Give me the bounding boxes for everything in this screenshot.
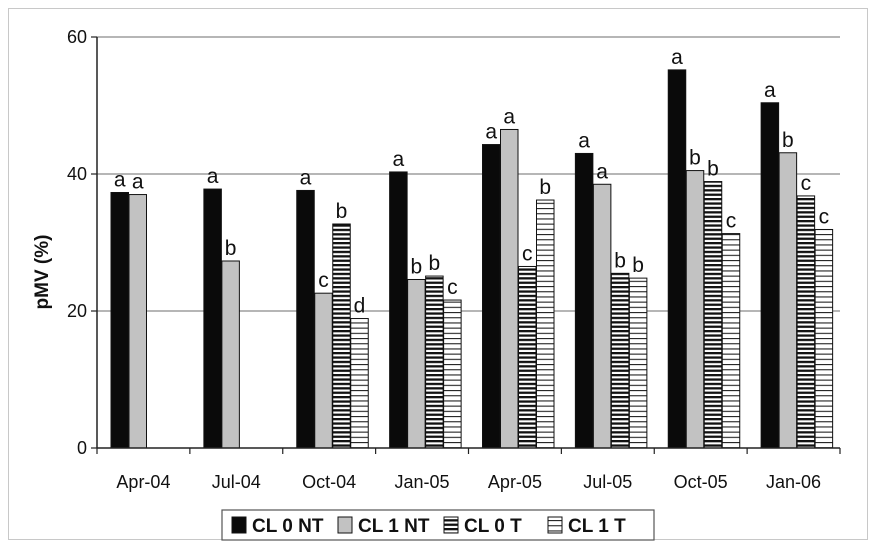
bar <box>778 152 798 449</box>
legend-swatch <box>231 516 247 534</box>
x-tick-label: Jul-04 <box>212 472 261 492</box>
x-tick-label: Apr-04 <box>116 472 170 492</box>
significance-label: a <box>132 171 144 194</box>
bar <box>814 228 834 449</box>
significance-label: c <box>801 172 812 195</box>
bar <box>500 128 519 449</box>
significance-label: c <box>447 276 458 299</box>
significance-label: a <box>393 148 405 171</box>
significance-label: a <box>503 105 515 128</box>
bar <box>221 260 240 449</box>
significance-label: c <box>819 205 830 228</box>
significance-label: a <box>578 129 590 152</box>
bar <box>760 102 780 449</box>
bar <box>610 272 630 449</box>
significance-label: a <box>485 121 497 144</box>
bar <box>443 299 462 449</box>
x-tick-label: Apr-05 <box>488 472 542 492</box>
x-tick-labels: Apr-04 Jul-04 Oct-04 Jan-05 Apr-05 Jul-05 Oct-… <box>116 472 821 492</box>
x-tick-label: Jul-05 <box>583 472 632 492</box>
y-tick-label: 20 <box>67 301 87 321</box>
legend-swatch <box>337 516 353 534</box>
legend-box <box>221 509 655 541</box>
significance-label: b <box>411 255 423 278</box>
significance-label: a <box>114 168 126 191</box>
bar <box>350 318 369 449</box>
significance-label: a <box>596 160 608 183</box>
x-tick-label: Jan-06 <box>766 472 821 492</box>
bar <box>721 233 741 449</box>
legend-label: CL 0 NT <box>252 516 324 537</box>
y-tick-label: 40 <box>67 164 87 184</box>
significance-label: c <box>726 210 737 233</box>
significance-label: a <box>764 79 776 102</box>
legend: CL 0 NT CL 1 NT CL 0 T CL 1 T <box>221 509 655 541</box>
x-tick-label: Oct-04 <box>302 472 356 492</box>
significance-label: b <box>539 176 551 199</box>
bar <box>389 171 408 449</box>
y-tick-label: 60 <box>67 27 87 47</box>
bar <box>296 189 315 449</box>
significance-label: b <box>429 252 441 275</box>
y-axis-label: pMV (%) <box>32 235 53 310</box>
bar <box>592 183 612 449</box>
y-tick-label: 0 <box>77 438 87 458</box>
bar <box>425 275 444 449</box>
bar <box>407 278 426 449</box>
legend-swatch <box>443 516 459 534</box>
significance-label: a <box>671 46 683 69</box>
legend-label: CL 0 T <box>464 516 522 537</box>
bar <box>203 188 222 449</box>
bar <box>482 144 501 449</box>
x-tick-label: Jan-05 <box>395 472 450 492</box>
bar <box>628 277 648 449</box>
bar <box>128 194 147 449</box>
significance-label: a <box>207 165 219 188</box>
bar <box>110 191 129 449</box>
bar <box>703 181 723 449</box>
significance-label: b <box>782 129 794 152</box>
significance-label: c <box>522 242 533 265</box>
bar <box>536 199 555 449</box>
bar <box>518 265 537 449</box>
bar <box>574 152 594 449</box>
significance-label: c <box>318 269 329 292</box>
legend-label: CL 1 T <box>568 516 626 537</box>
x-tick-label: Oct-05 <box>674 472 728 492</box>
significance-label: b <box>707 158 719 181</box>
legend-label: CL 1 NT <box>358 516 430 537</box>
significance-label: b <box>689 147 701 170</box>
significance-label: a <box>300 166 312 189</box>
bar <box>314 292 333 449</box>
axes <box>96 37 841 454</box>
significance-label: b <box>225 237 237 260</box>
bars <box>110 69 834 449</box>
bar <box>667 69 687 449</box>
significance-label: d <box>354 295 366 318</box>
significance-label: b <box>614 249 626 272</box>
significance-label: b <box>336 200 348 223</box>
y-tick-labels: 0 20 40 60 <box>67 27 87 458</box>
legend-swatch <box>547 516 563 534</box>
bar <box>796 195 816 449</box>
significance-label: b <box>632 254 644 277</box>
bar <box>685 170 705 449</box>
bar <box>332 223 351 449</box>
